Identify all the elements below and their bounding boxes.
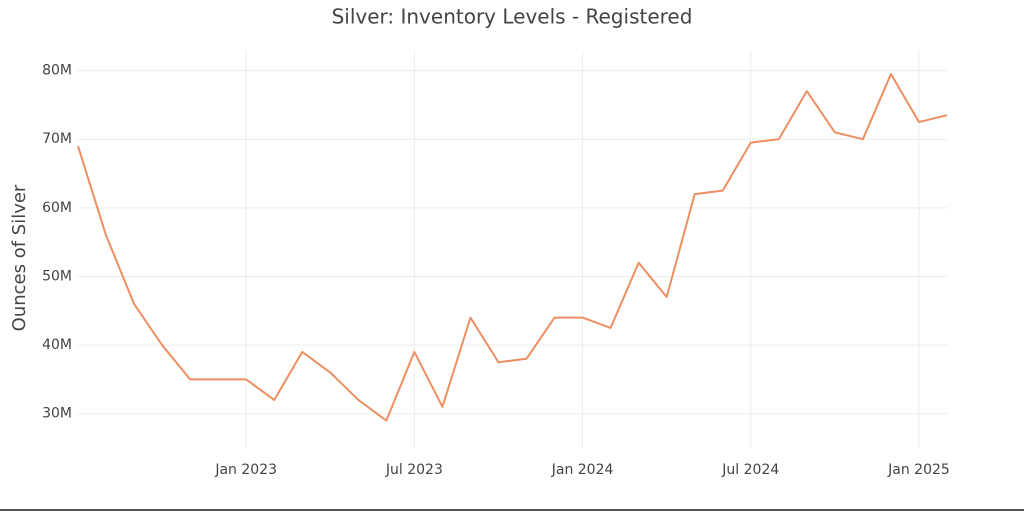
y-tick-label: 40M	[42, 337, 72, 353]
x-tick-label: Jan 2024	[551, 462, 614, 478]
x-tick-label: Jul 2023	[385, 462, 443, 478]
chart-title: Silver: Inventory Levels - Registered	[332, 5, 693, 29]
y-tick-label: 70M	[42, 131, 72, 147]
y-axis-title: Ounces of Silver	[9, 184, 30, 331]
x-tick-label: Jan 2025	[887, 462, 950, 478]
x-tick-label: Jan 2023	[214, 462, 277, 478]
y-tick-label: 60M	[42, 200, 72, 216]
x-tick-label: Jul 2024	[721, 462, 779, 478]
y-tick-label: 30M	[42, 406, 72, 422]
y-tick-label: 50M	[42, 268, 72, 284]
y-tick-label: 80M	[42, 63, 72, 79]
line-series	[77, 73, 948, 422]
